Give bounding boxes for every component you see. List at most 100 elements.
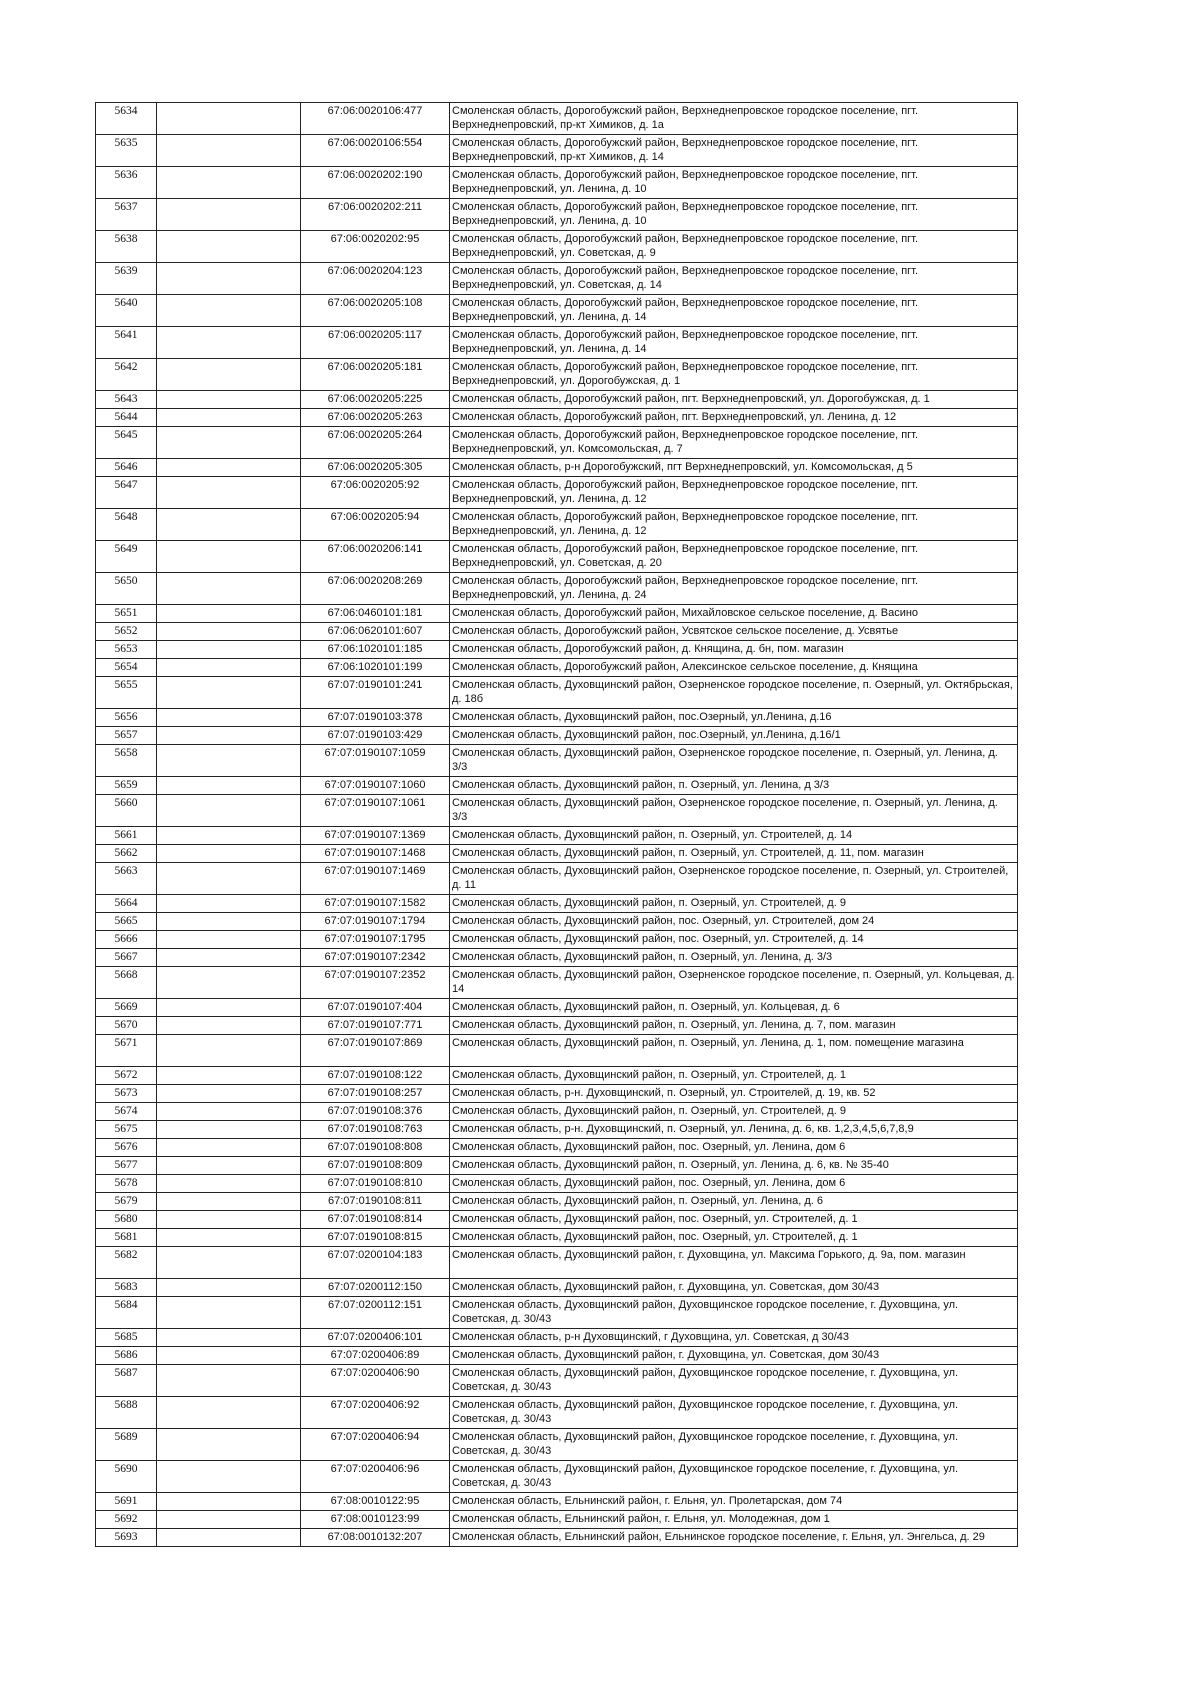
empty-cell [156,998,301,1017]
address: Смоленская область, р-н Дорогобужский, п… [449,458,1018,477]
table-row: 5644 67:06:0020205:263 Смоленская область,… [95,408,1018,427]
row-number: 5685 [95,1328,157,1347]
address: Смоленская область, Дорогобужский район,… [449,198,1018,231]
address: Смоленская область, Духовщинский район, … [449,1102,1018,1121]
cadastral-number: 67:07:0190107:1061 [300,794,450,827]
table-row: 5686 67:07:0200406:89 Смоленская область, … [95,1346,1018,1365]
cadastral-number: 67:06:0020106:554 [300,134,450,167]
cadastral-number: 67:06:0020202:95 [300,230,450,263]
cadastral-number: 67:07:0200406:94 [300,1428,450,1461]
cadastral-number: 67:06:0020205:305 [300,458,450,477]
address: Смоленская область, Дорогобужский район,… [449,476,1018,509]
table-row: 5645 67:06:0020205:264 Смоленская область,… [95,426,1018,459]
table-row: 5635 67:06:0020106:554 Смоленская область,… [95,134,1018,167]
empty-cell [156,1246,301,1279]
cadastral-number: 67:06:0020205:92 [300,476,450,509]
address: Смоленская область, Духовщинский район, … [449,1138,1018,1157]
address: Смоленская область, Дорогобужский район,… [449,658,1018,677]
empty-cell [156,894,301,913]
empty-cell [156,102,301,135]
row-number: 5693 [95,1528,157,1547]
address: Смоленская область, Дорогобужский район,… [449,622,1018,641]
address: Смоленская область, Ельнинский район, г.… [449,1510,1018,1529]
empty-cell [156,826,301,845]
table-row: 5667 67:07:0190107:2342 Смоленская область… [95,948,1018,967]
address: Смоленская область, Дорогобужский район,… [449,426,1018,459]
empty-cell [156,572,301,605]
table-row: 5692 67:08:0010123:99 Смоленская область, … [95,1510,1018,1529]
cadastral-number: 67:06:1020101:185 [300,640,450,659]
table-row: 5664 67:07:0190107:1582 Смоленская область… [95,894,1018,913]
empty-cell [156,1156,301,1175]
cadastral-number: 67:07:0190107:1059 [300,744,450,777]
empty-cell [156,930,301,949]
empty-cell [156,726,301,745]
empty-cell [156,948,301,967]
address: Смоленская область, Дорогобужский район,… [449,134,1018,167]
address: Смоленская область, Духовщинский район, … [449,1016,1018,1035]
cadastral-number: 67:07:0190107:2342 [300,948,450,967]
cadastral-number: 67:07:0190108:815 [300,1228,450,1247]
cadastral-number: 67:07:0200112:150 [300,1278,450,1297]
empty-cell [156,1510,301,1529]
address: Смоленская область, Духовщинский район, … [449,912,1018,931]
address: Смоленская область, Дорогобужский район,… [449,326,1018,359]
empty-cell [156,1084,301,1103]
row-number: 5642 [95,358,157,391]
table-row: 5676 67:07:0190108:808 Смоленская область,… [95,1138,1018,1157]
cadastral-number: 67:07:0200104:183 [300,1246,450,1279]
cadastral-number: 67:07:0190107:2352 [300,966,450,999]
table-row: 5642 67:06:0020205:181 Смоленская область,… [95,358,1018,391]
row-number: 5669 [95,998,157,1017]
row-number: 5649 [95,540,157,573]
row-number: 5647 [95,476,157,509]
row-number: 5638 [95,230,157,263]
table-row: 5672 67:07:0190108:122 Смоленская область,… [95,1066,1018,1085]
cadastral-number: 67:07:0190107:1469 [300,862,450,895]
empty-cell [156,1364,301,1397]
table-row: 5649 67:06:0020206:141 Смоленская область,… [95,540,1018,573]
row-number: 5634 [95,102,157,135]
table-row: 5658 67:07:0190107:1059 Смоленская область… [95,744,1018,777]
row-number: 5644 [95,408,157,427]
row-number: 5666 [95,930,157,949]
empty-cell [156,1102,301,1121]
table-row: 5671 67:07:0190107:869 Смоленская область,… [95,1034,1018,1067]
empty-cell [156,390,301,409]
address: Смоленская область, Духовщинский район, … [449,1192,1018,1211]
address: Смоленская область, Духовщинский район, … [449,948,1018,967]
row-number: 5687 [95,1364,157,1397]
row-number: 5673 [95,1084,157,1103]
address: Смоленская область, р-н. Духовщинский, п… [449,1084,1018,1103]
empty-cell [156,1192,301,1211]
table-row: 5636 67:06:0020202:190 Смоленская область,… [95,166,1018,199]
table-row: 5679 67:07:0190108:811 Смоленская область,… [95,1192,1018,1211]
table-row: 5641 67:06:0020205:117 Смоленская область,… [95,326,1018,359]
empty-cell [156,676,301,709]
row-number: 5683 [95,1278,157,1297]
table-row: 5651 67:06:0460101:181 Смоленская область,… [95,604,1018,623]
empty-cell [156,844,301,863]
row-number: 5671 [95,1034,157,1067]
row-number: 5655 [95,676,157,709]
empty-cell [156,708,301,727]
cadastral-number: 67:07:0190108:814 [300,1210,450,1229]
table-row: 5678 67:07:0190108:810 Смоленская область,… [95,1174,1018,1193]
table-row: 5684 67:07:0200112:151 Смоленская область,… [95,1296,1018,1329]
cadastral-number: 67:06:0620101:607 [300,622,450,641]
table-row: 5680 67:07:0190108:814 Смоленская область,… [95,1210,1018,1229]
cadastral-number: 67:07:0200406:89 [300,1346,450,1365]
cadastral-number: 67:06:0020106:477 [300,102,450,135]
address: Смоленская область, Дорогобужский район,… [449,540,1018,573]
address: Смоленская область, Дорогобужский район,… [449,262,1018,295]
empty-cell [156,1528,301,1547]
cadastral-number: 67:07:0190103:378 [300,708,450,727]
cadastral-number: 67:06:0020205:117 [300,326,450,359]
table-row: 5668 67:07:0190107:2352 Смоленская область… [95,966,1018,999]
table-row: 5637 67:06:0020202:211 Смоленская область,… [95,198,1018,231]
empty-cell [156,198,301,231]
row-number: 5657 [95,726,157,745]
cadastral-number: 67:07:0190101:241 [300,676,450,709]
address: Смоленская область, Духовщинский район, … [449,1364,1018,1397]
address: Смоленская область, Духовщинский район, … [449,776,1018,795]
